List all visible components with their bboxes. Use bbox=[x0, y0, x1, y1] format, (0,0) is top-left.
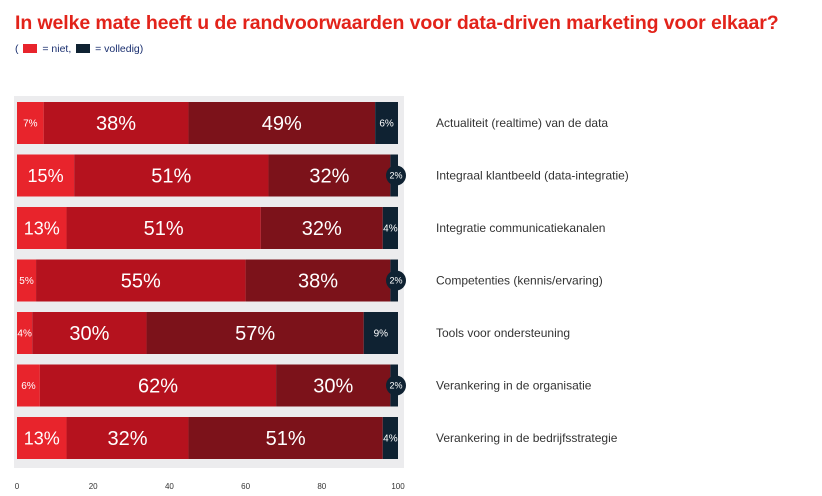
bar-segment-1-3 bbox=[188, 102, 376, 144]
data-label-5-3: 57% bbox=[235, 323, 275, 345]
bar-segment-2-3 bbox=[268, 154, 391, 197]
legend-label-niet: = niet, bbox=[42, 43, 72, 55]
bar-segment-4-3 bbox=[245, 259, 391, 302]
bar-segment-7-3 bbox=[188, 417, 383, 459]
bar-segment-2-1 bbox=[17, 154, 75, 197]
bar-segment-3-2 bbox=[66, 207, 261, 249]
bar-segment-7-4 bbox=[382, 417, 398, 459]
data-label-bubble-4-4 bbox=[386, 270, 406, 291]
bar-segment-5-3 bbox=[146, 312, 364, 354]
chart-title: In welke mate heeft u de randvoorwaarden… bbox=[15, 12, 779, 34]
data-label-1-1: 7% bbox=[23, 119, 38, 130]
data-label-7-3: 51% bbox=[266, 428, 306, 450]
bar-segment-3-4 bbox=[382, 207, 398, 249]
x-tick-100: 100 bbox=[391, 482, 405, 491]
category-label-6: Verankering in de organisatie bbox=[436, 379, 592, 393]
bar-segment-6-3 bbox=[276, 364, 391, 407]
bar-segment-6-2 bbox=[39, 364, 277, 407]
data-label-4-1: 5% bbox=[19, 276, 34, 287]
data-label-7-4: 4% bbox=[383, 434, 398, 445]
data-label-7-2: 32% bbox=[107, 428, 147, 450]
category-label-3: Integratie communicatiekanalen bbox=[436, 221, 605, 235]
x-tick-0: 0 bbox=[15, 482, 20, 491]
category-label-7: Verankering in de bedrijfsstrategie bbox=[436, 431, 618, 445]
x-tick-80: 80 bbox=[317, 482, 326, 491]
x-tick-20: 20 bbox=[89, 482, 98, 491]
category-label-4: Competenties (kennis/ervaring) bbox=[436, 274, 603, 288]
data-label-2-2: 51% bbox=[151, 166, 191, 188]
data-label-3-3: 32% bbox=[302, 218, 342, 240]
data-label-5-1: 4% bbox=[17, 329, 32, 340]
bar-segment-1-1 bbox=[17, 102, 44, 144]
data-label-6-1: 6% bbox=[21, 381, 36, 392]
legend-swatch-niet bbox=[23, 44, 38, 53]
legend: ( = niet, = volledig) bbox=[15, 43, 143, 55]
data-label-1-3: 49% bbox=[262, 113, 302, 135]
x-tick-40: 40 bbox=[165, 482, 174, 491]
data-label-6-3: 30% bbox=[313, 376, 353, 398]
data-label-7-1: 13% bbox=[24, 428, 60, 448]
category-label-1: Actualiteit (realtime) van de data bbox=[436, 116, 608, 130]
data-label-4-4: 2% bbox=[389, 276, 402, 286]
bar-segment-1-2 bbox=[43, 102, 189, 144]
bar-segment-1-4 bbox=[375, 102, 398, 144]
category-label-2: Integraal klantbeeld (data-integratie) bbox=[436, 169, 629, 183]
data-label-3-4: 4% bbox=[383, 224, 398, 235]
data-label-3-1: 13% bbox=[24, 218, 60, 238]
category-label-5: Tools voor ondersteuning bbox=[436, 326, 570, 340]
data-label-4-3: 38% bbox=[298, 271, 338, 293]
data-label-6-4: 2% bbox=[389, 381, 402, 391]
bar-segment-7-1 bbox=[17, 417, 67, 459]
data-label-4-2: 55% bbox=[121, 271, 161, 293]
legend-label-volledig: = volledig) bbox=[95, 43, 144, 55]
data-label-5-4: 9% bbox=[374, 329, 389, 340]
bar-segment-6-1 bbox=[17, 364, 40, 407]
data-label-5-2: 30% bbox=[69, 323, 109, 345]
bar-segment-3-1 bbox=[17, 207, 67, 249]
bar-segment-5-2 bbox=[32, 312, 147, 354]
data-label-3-2: 51% bbox=[144, 218, 184, 240]
data-label-2-4: 2% bbox=[389, 171, 402, 181]
legend-open-paren: ( bbox=[15, 43, 19, 55]
data-label-bubble-6-4 bbox=[386, 375, 406, 396]
bar-segment-4-2 bbox=[36, 259, 246, 302]
data-label-6-2: 62% bbox=[138, 376, 178, 398]
legend-swatch-volledig bbox=[76, 44, 91, 53]
bar-segment-2-2 bbox=[74, 154, 269, 197]
x-tick-60: 60 bbox=[241, 482, 250, 491]
bar-segment-5-4 bbox=[363, 312, 398, 354]
bar-segment-5-1 bbox=[17, 312, 33, 354]
bar-segment-7-2 bbox=[66, 417, 189, 459]
bar-segment-3-3 bbox=[260, 207, 383, 249]
data-label-1-2: 38% bbox=[96, 113, 136, 135]
data-label-2-3: 32% bbox=[309, 166, 349, 188]
data-label-bubble-2-4 bbox=[386, 165, 406, 186]
data-label-1-4: 6% bbox=[379, 119, 394, 130]
data-label-2-1: 15% bbox=[28, 166, 64, 186]
bar-segment-4-1 bbox=[17, 259, 37, 302]
